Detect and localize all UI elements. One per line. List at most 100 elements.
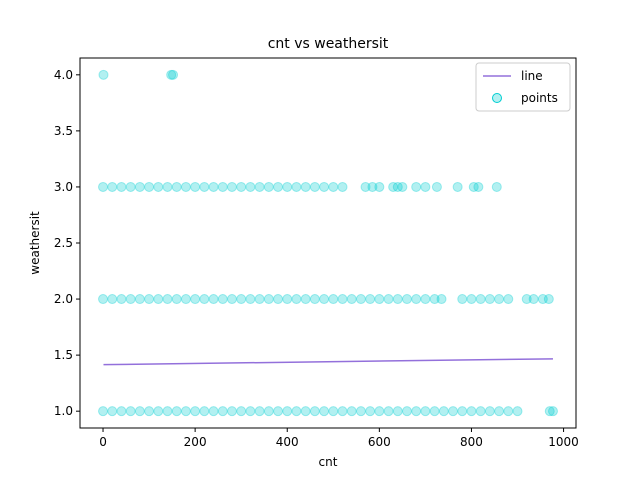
- data-point: [217, 294, 228, 305]
- data-point: [144, 406, 155, 417]
- data-point: [484, 406, 495, 417]
- x-tick-label: 0: [99, 435, 107, 449]
- data-point: [309, 406, 320, 417]
- data-point: [328, 181, 339, 192]
- data-point: [401, 294, 412, 305]
- data-point: [98, 69, 109, 80]
- legend: line points: [475, 62, 571, 112]
- data-point: [392, 294, 403, 305]
- data-point: [245, 294, 256, 305]
- data-point: [466, 406, 477, 417]
- data-point: [374, 406, 385, 417]
- data-point: [291, 406, 302, 417]
- data-point: [144, 294, 155, 305]
- data-point: [429, 294, 440, 305]
- legend-label-line: line: [521, 69, 543, 83]
- data-point: [236, 406, 247, 417]
- data-point: [337, 181, 348, 192]
- data-point: [263, 406, 274, 417]
- data-point: [431, 181, 442, 192]
- data-point: [300, 294, 311, 305]
- data-point: [273, 406, 284, 417]
- plot-area: [98, 69, 558, 417]
- data-point: [190, 181, 201, 192]
- data-point: [365, 406, 376, 417]
- data-point: [134, 181, 145, 192]
- data-point: [355, 406, 366, 417]
- data-point: [162, 181, 173, 192]
- data-point: [300, 406, 311, 417]
- data-point: [226, 406, 237, 417]
- data-point: [98, 406, 109, 417]
- y-tick-label: 4.0: [54, 68, 73, 82]
- data-point: [199, 406, 210, 417]
- data-point: [388, 181, 399, 192]
- data-point: [254, 294, 265, 305]
- data-point: [190, 406, 201, 417]
- series-line: [103, 358, 553, 366]
- data-point: [411, 181, 422, 192]
- data-point: [319, 294, 330, 305]
- x-tick-label: 600: [368, 435, 391, 449]
- y-tick-label: 1.0: [54, 404, 73, 418]
- data-point: [346, 406, 357, 417]
- data-point: [134, 294, 145, 305]
- data-point: [107, 406, 118, 417]
- data-point: [473, 181, 484, 192]
- data-point: [180, 181, 191, 192]
- data-point: [125, 294, 136, 305]
- data-point: [319, 181, 330, 192]
- data-point: [236, 294, 247, 305]
- data-point: [392, 181, 403, 192]
- data-point: [208, 294, 219, 305]
- data-point: [411, 294, 422, 305]
- data-point: [107, 181, 118, 192]
- data-point: [134, 406, 145, 417]
- x-axis-label: cnt: [319, 455, 338, 469]
- data-point: [199, 181, 210, 192]
- data-point: [420, 406, 431, 417]
- data-point: [547, 406, 558, 417]
- data-point: [254, 406, 265, 417]
- legend-label-points: points: [521, 91, 558, 105]
- data-point: [226, 294, 237, 305]
- data-point: [116, 406, 127, 417]
- data-point: [125, 406, 136, 417]
- data-point: [452, 181, 463, 192]
- x-tick-label: 800: [460, 435, 483, 449]
- data-point: [397, 181, 408, 192]
- data-point: [328, 406, 339, 417]
- y-tick-label: 1.5: [54, 348, 73, 362]
- data-point: [544, 406, 555, 417]
- data-point: [273, 181, 284, 192]
- data-point: [494, 406, 505, 417]
- data-point: [98, 181, 109, 192]
- data-point: [537, 294, 548, 305]
- x-tick-label: 400: [276, 435, 299, 449]
- data-point: [171, 294, 182, 305]
- data-point: [355, 294, 366, 305]
- data-point: [475, 406, 486, 417]
- x-tick-label: 200: [184, 435, 207, 449]
- data-point: [319, 406, 330, 417]
- data-point: [503, 294, 514, 305]
- data-point: [236, 181, 247, 192]
- data-point: [98, 294, 109, 305]
- data-point: [328, 294, 339, 305]
- data-point: [263, 294, 274, 305]
- data-point: [475, 294, 486, 305]
- data-point: [180, 406, 191, 417]
- data-point: [337, 294, 348, 305]
- data-point: [365, 294, 376, 305]
- data-point: [245, 406, 256, 417]
- data-point: [282, 294, 293, 305]
- data-point: [226, 181, 237, 192]
- data-point: [528, 294, 539, 305]
- data-point: [468, 181, 479, 192]
- data-point: [217, 181, 228, 192]
- data-point: [180, 294, 191, 305]
- data-point: [153, 294, 164, 305]
- data-point: [494, 294, 505, 305]
- data-point: [491, 181, 502, 192]
